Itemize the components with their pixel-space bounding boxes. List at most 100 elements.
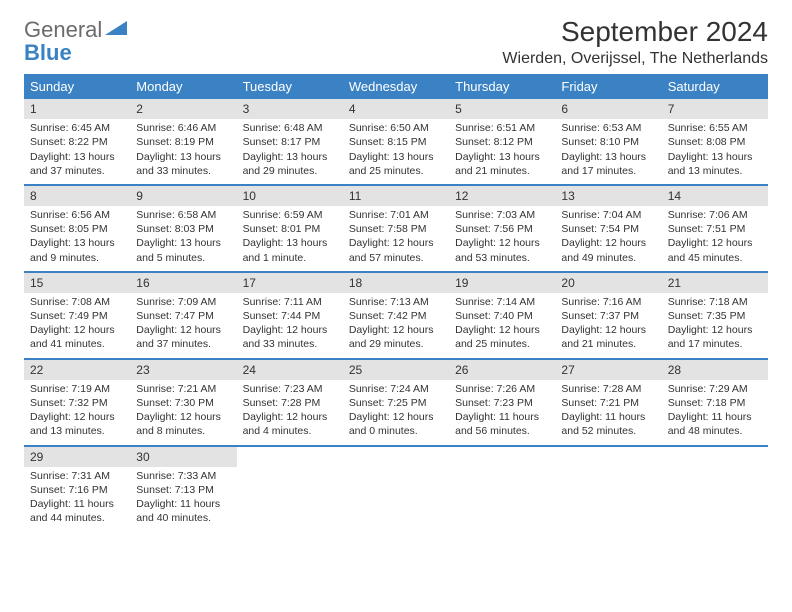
day-number: 10	[237, 186, 343, 206]
day-cell: 30Sunrise: 7:33 AMSunset: 7:13 PMDayligh…	[130, 447, 236, 532]
daylight-text: Daylight: 13 hours and 17 minutes.	[561, 150, 655, 178]
sunrise-text: Sunrise: 7:06 AM	[668, 208, 762, 222]
day-number: 3	[237, 99, 343, 119]
week-row: 1Sunrise: 6:45 AMSunset: 8:22 PMDaylight…	[24, 99, 768, 186]
day-cell: 2Sunrise: 6:46 AMSunset: 8:19 PMDaylight…	[130, 99, 236, 184]
sunrise-text: Sunrise: 7:18 AM	[668, 295, 762, 309]
location: Wierden, Overijssel, The Netherlands	[502, 50, 768, 68]
day-cell: 21Sunrise: 7:18 AMSunset: 7:35 PMDayligh…	[662, 273, 768, 358]
day-cell: 22Sunrise: 7:19 AMSunset: 7:32 PMDayligh…	[24, 360, 130, 445]
sunrise-text: Sunrise: 7:04 AM	[561, 208, 655, 222]
sunrise-text: Sunrise: 7:24 AM	[349, 382, 443, 396]
sunset-text: Sunset: 8:22 PM	[30, 135, 124, 149]
day-cell: 27Sunrise: 7:28 AMSunset: 7:21 PMDayligh…	[555, 360, 661, 445]
sunset-text: Sunset: 7:58 PM	[349, 222, 443, 236]
sunset-text: Sunset: 7:16 PM	[30, 483, 124, 497]
sunset-text: Sunset: 7:13 PM	[136, 483, 230, 497]
day-header-monday: Monday	[130, 74, 236, 99]
daylight-text: Daylight: 12 hours and 29 minutes.	[349, 323, 443, 351]
day-number: 26	[449, 360, 555, 380]
sunset-text: Sunset: 7:28 PM	[243, 396, 337, 410]
day-cell: 18Sunrise: 7:13 AMSunset: 7:42 PMDayligh…	[343, 273, 449, 358]
sunset-text: Sunset: 8:08 PM	[668, 135, 762, 149]
day-number: 24	[237, 360, 343, 380]
empty-cell	[555, 447, 661, 532]
day-number: 18	[343, 273, 449, 293]
sunrise-text: Sunrise: 7:31 AM	[30, 469, 124, 483]
day-number: 20	[555, 273, 661, 293]
day-number: 6	[555, 99, 661, 119]
day-cell: 19Sunrise: 7:14 AMSunset: 7:40 PMDayligh…	[449, 273, 555, 358]
sunrise-text: Sunrise: 7:28 AM	[561, 382, 655, 396]
sunrise-text: Sunrise: 7:09 AM	[136, 295, 230, 309]
sunset-text: Sunset: 7:35 PM	[668, 309, 762, 323]
sunset-text: Sunset: 7:32 PM	[30, 396, 124, 410]
month-title: September 2024	[502, 16, 768, 48]
sunset-text: Sunset: 8:19 PM	[136, 135, 230, 149]
day-number: 14	[662, 186, 768, 206]
daylight-text: Daylight: 12 hours and 4 minutes.	[243, 410, 337, 438]
sunrise-text: Sunrise: 7:29 AM	[668, 382, 762, 396]
logo-triangle-icon	[105, 16, 127, 39]
day-number: 12	[449, 186, 555, 206]
sunrise-text: Sunrise: 7:03 AM	[455, 208, 549, 222]
day-cell: 13Sunrise: 7:04 AMSunset: 7:54 PMDayligh…	[555, 186, 661, 271]
daylight-text: Daylight: 11 hours and 40 minutes.	[136, 497, 230, 525]
daylight-text: Daylight: 13 hours and 5 minutes.	[136, 236, 230, 264]
logo-text: General Blue	[24, 16, 127, 64]
sunset-text: Sunset: 8:17 PM	[243, 135, 337, 149]
day-number: 5	[449, 99, 555, 119]
sunrise-text: Sunrise: 6:58 AM	[136, 208, 230, 222]
week-row: 8Sunrise: 6:56 AMSunset: 8:05 PMDaylight…	[24, 186, 768, 273]
daylight-text: Daylight: 12 hours and 21 minutes.	[561, 323, 655, 351]
daylight-text: Daylight: 12 hours and 53 minutes.	[455, 236, 549, 264]
daylight-text: Daylight: 13 hours and 33 minutes.	[136, 150, 230, 178]
day-cell: 17Sunrise: 7:11 AMSunset: 7:44 PMDayligh…	[237, 273, 343, 358]
title-block: September 2024 Wierden, Overijssel, The …	[502, 16, 768, 68]
day-cell: 20Sunrise: 7:16 AMSunset: 7:37 PMDayligh…	[555, 273, 661, 358]
sunset-text: Sunset: 8:15 PM	[349, 135, 443, 149]
day-cell: 9Sunrise: 6:58 AMSunset: 8:03 PMDaylight…	[130, 186, 236, 271]
daylight-text: Daylight: 11 hours and 56 minutes.	[455, 410, 549, 438]
day-cell: 15Sunrise: 7:08 AMSunset: 7:49 PMDayligh…	[24, 273, 130, 358]
sunrise-text: Sunrise: 7:08 AM	[30, 295, 124, 309]
day-number: 28	[662, 360, 768, 380]
sunrise-text: Sunrise: 6:56 AM	[30, 208, 124, 222]
day-number: 8	[24, 186, 130, 206]
week-row: 29Sunrise: 7:31 AMSunset: 7:16 PMDayligh…	[24, 447, 768, 532]
sunset-text: Sunset: 8:01 PM	[243, 222, 337, 236]
day-cell: 7Sunrise: 6:55 AMSunset: 8:08 PMDaylight…	[662, 99, 768, 184]
daylight-text: Daylight: 13 hours and 13 minutes.	[668, 150, 762, 178]
day-header-row: Sunday Monday Tuesday Wednesday Thursday…	[24, 74, 768, 99]
day-cell: 14Sunrise: 7:06 AMSunset: 7:51 PMDayligh…	[662, 186, 768, 271]
sunrise-text: Sunrise: 6:50 AM	[349, 121, 443, 135]
day-cell: 29Sunrise: 7:31 AMSunset: 7:16 PMDayligh…	[24, 447, 130, 532]
sunset-text: Sunset: 7:56 PM	[455, 222, 549, 236]
day-header-tuesday: Tuesday	[237, 74, 343, 99]
sunset-text: Sunset: 7:25 PM	[349, 396, 443, 410]
sunrise-text: Sunrise: 7:13 AM	[349, 295, 443, 309]
sunset-text: Sunset: 7:21 PM	[561, 396, 655, 410]
day-header-sunday: Sunday	[24, 74, 130, 99]
sunrise-text: Sunrise: 7:11 AM	[243, 295, 337, 309]
sunrise-text: Sunrise: 7:33 AM	[136, 469, 230, 483]
day-cell: 11Sunrise: 7:01 AMSunset: 7:58 PMDayligh…	[343, 186, 449, 271]
day-number: 23	[130, 360, 236, 380]
day-cell: 10 Sunrise: 6:59 AMSunset: 8:01 PMDayligh…	[237, 186, 343, 271]
sunset-text: Sunset: 7:18 PM	[668, 396, 762, 410]
week-row: 22Sunrise: 7:19 AMSunset: 7:32 PMDayligh…	[24, 360, 768, 447]
sunrise-text: Sunrise: 7:01 AM	[349, 208, 443, 222]
daylight-text: Daylight: 13 hours and 9 minutes.	[30, 236, 124, 264]
daylight-text: Daylight: 11 hours and 48 minutes.	[668, 410, 762, 438]
sunset-text: Sunset: 7:47 PM	[136, 309, 230, 323]
sunrise-text: Sunrise: 7:16 AM	[561, 295, 655, 309]
logo-word-general: General	[24, 17, 102, 42]
daylight-text: Daylight: 12 hours and 49 minutes.	[561, 236, 655, 264]
sunrise-text: Sunrise: 6:59 AM	[243, 208, 337, 222]
daylight-text: Daylight: 12 hours and 13 minutes.	[30, 410, 124, 438]
empty-cell	[237, 447, 343, 532]
week-row: 15Sunrise: 7:08 AMSunset: 7:49 PMDayligh…	[24, 273, 768, 360]
day-number: 9	[130, 186, 236, 206]
day-cell: 25Sunrise: 7:24 AMSunset: 7:25 PMDayligh…	[343, 360, 449, 445]
daylight-text: Daylight: 13 hours and 1 minute.	[243, 236, 337, 264]
